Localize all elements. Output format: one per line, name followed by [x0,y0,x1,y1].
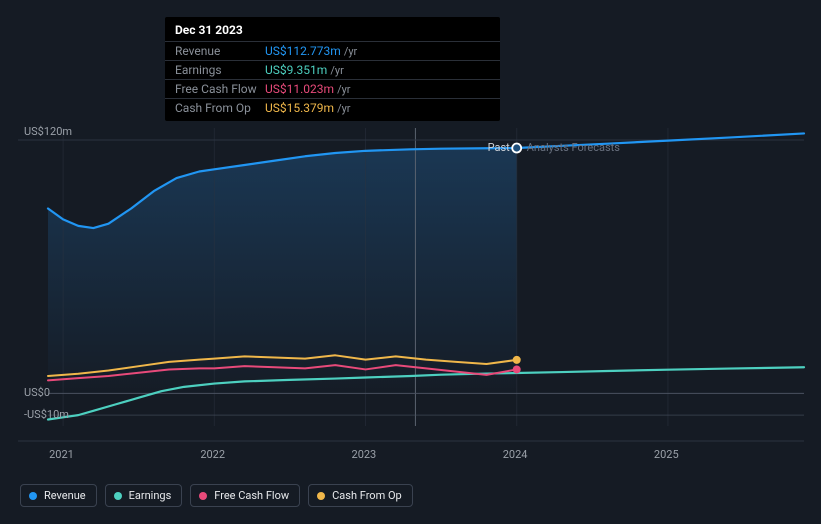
legend-label: Earnings [129,489,172,502]
legend-label: Revenue [44,489,86,502]
tooltip-row-value: US$11.023m [265,82,334,96]
tooltip-row-unit: /yr [337,83,350,96]
tooltip-row: Cash From OpUS$15.379m/yr [165,98,500,117]
x-tick-label: 2024 [503,448,528,461]
legend-item-cash-from-op[interactable]: Cash From Op [308,484,413,507]
x-tick-label: 2022 [200,448,225,461]
tooltip-row-unit: /yr [330,64,343,77]
x-tick-label: 2021 [49,448,74,461]
legend-dot [317,492,325,500]
tooltip-row-value: US$15.379m [265,101,334,115]
divider-future-label: Analysts Forecasts [527,141,620,154]
tooltip-row-label: Earnings [175,63,265,77]
x-tick-label: 2025 [654,448,679,461]
tooltip-row-unit: /yr [337,102,350,115]
y-tick-label: -US$10m [24,408,69,421]
legend-item-revenue[interactable]: Revenue [20,484,97,507]
tooltip-row-label: Cash From Op [175,101,265,115]
tooltip-row: EarningsUS$9.351m/yr [165,60,500,79]
financials-chart: US$120mUS$0-US$10m 20212022202320242025 … [0,0,821,524]
tooltip-row-unit: /yr [344,45,357,58]
legend-label: Free Cash Flow [214,489,289,502]
legend-dot [29,492,37,500]
y-tick-label: US$120m [24,125,72,138]
x-tick-label: 2023 [352,448,377,461]
tooltip-row-label: Revenue [175,44,265,58]
legend-dot [114,492,122,500]
legend-item-earnings[interactable]: Earnings [105,484,183,507]
tooltip-row-value: US$9.351m [265,63,327,77]
tooltip-row: RevenueUS$112.773m/yr [165,41,500,60]
tooltip-row-label: Free Cash Flow [175,82,265,96]
tooltip-title: Dec 31 2023 [165,23,500,41]
legend-label: Cash From Op [332,489,402,502]
legend-item-free-cash-flow[interactable]: Free Cash Flow [190,484,300,507]
legend: Revenue Earnings Free Cash Flow Cash From O… [20,484,413,507]
divider-past-label: Past [488,141,510,154]
y-tick-label: US$0 [24,386,50,399]
legend-dot [199,492,207,500]
tooltip-row-value: US$112.773m [265,44,341,58]
tooltip-row: Free Cash FlowUS$11.023m/yr [165,79,500,98]
data-tooltip: Dec 31 2023 RevenueUS$112.773m/yrEarning… [165,17,500,121]
